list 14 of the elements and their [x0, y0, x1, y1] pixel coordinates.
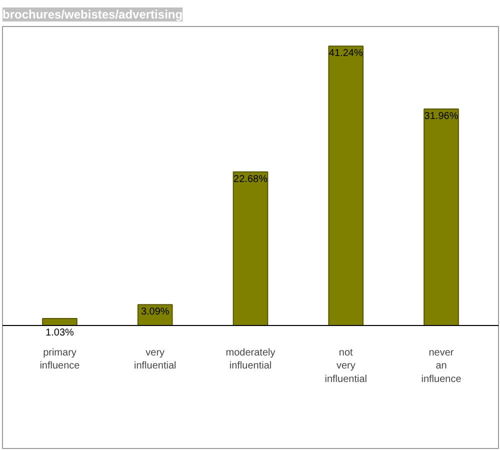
data-label: 3.09% [140, 306, 170, 318]
data-label: 22.68% [234, 174, 268, 185]
x-tick-label: never an influence [421, 348, 462, 385]
chart-title: brochures/webistes/advertising [2, 8, 183, 22]
bar [232, 171, 268, 326]
x-tick-label: moderately influential [226, 348, 276, 372]
bar [424, 108, 459, 326]
x-tick-label: very influential [134, 348, 176, 372]
bar [328, 46, 364, 326]
data-label: 31.96% [424, 110, 458, 122]
x-tick-label: primary influence [40, 348, 80, 372]
data-label: 41.24% [328, 48, 363, 60]
data-label: 1.03% [46, 328, 74, 339]
x-tick-label: not very influential [324, 348, 368, 385]
